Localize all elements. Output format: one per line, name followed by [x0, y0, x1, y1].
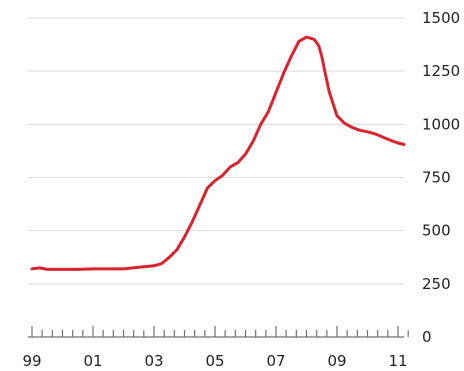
y-tick-label: 1250 — [422, 62, 460, 80]
x-tick-label: 09 — [327, 352, 346, 370]
x-tick-label: 07 — [266, 352, 285, 370]
series-line — [30, 35, 406, 271]
y-axis-tick-labels: 0 250 500 750 1000 1250 1500 — [422, 9, 460, 346]
grid-lines — [28, 17, 404, 285]
x-tick-label: 99 — [22, 352, 41, 370]
y-tick-label: 1000 — [422, 115, 460, 133]
y-tick-label: 500 — [422, 222, 451, 240]
y-tick-label: 1500 — [422, 9, 460, 27]
y-tick-label: 750 — [422, 169, 451, 187]
x-tick-label: 05 — [205, 352, 224, 370]
y-tick-label: 250 — [422, 275, 451, 293]
x-tick-label: 01 — [83, 352, 102, 370]
x-axis — [28, 326, 409, 338]
x-axis-tick-labels: 99 01 03 05 07 09 11 — [22, 352, 407, 370]
x-tick-label: 11 — [388, 352, 407, 370]
y-tick-label: 0 — [422, 328, 432, 346]
series-layer — [30, 35, 406, 271]
x-tick-label: 03 — [144, 352, 163, 370]
